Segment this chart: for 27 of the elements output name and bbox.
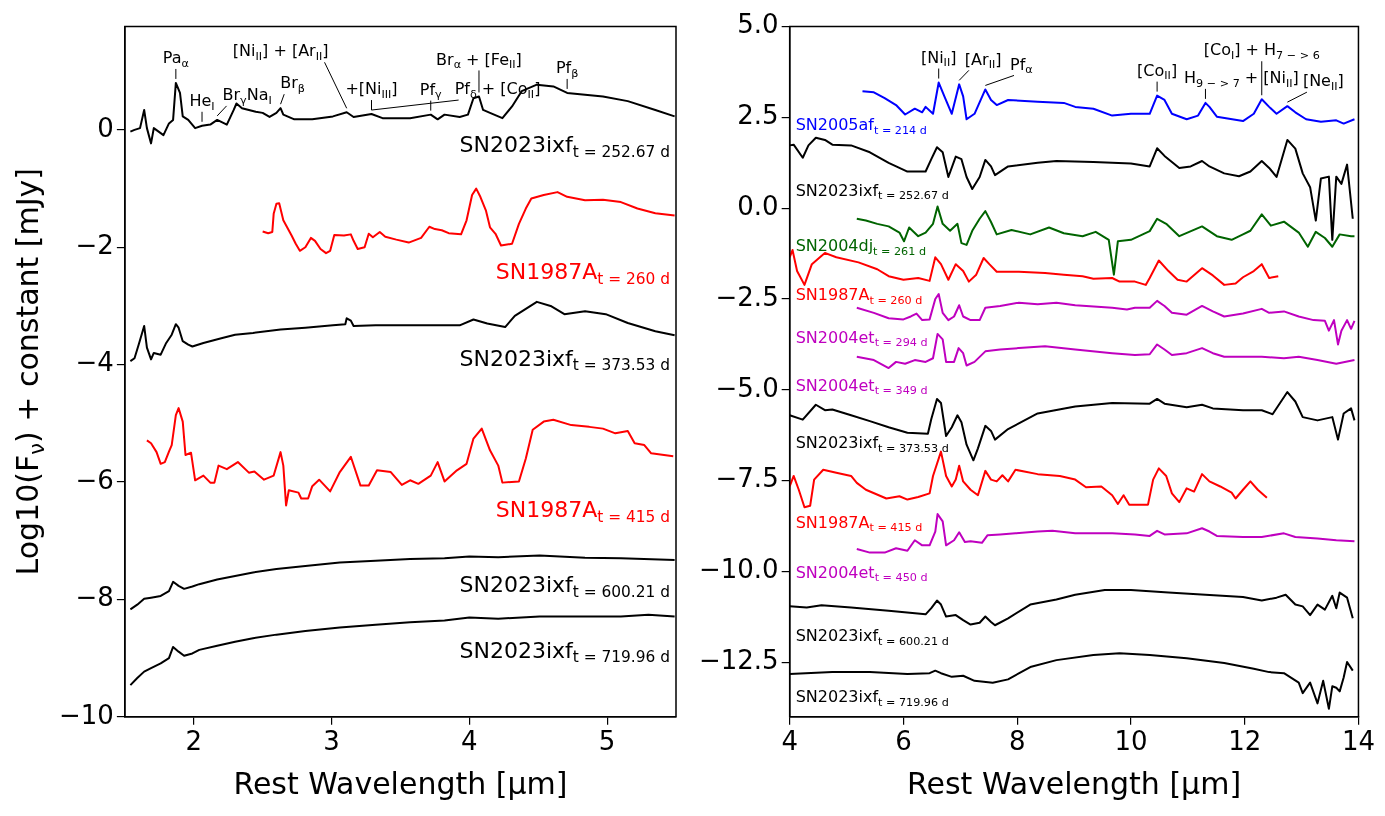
y-tick-label: −8 bbox=[75, 582, 114, 613]
x-tick-label: 3 bbox=[323, 726, 340, 757]
y-tick-label: −2.5 bbox=[715, 281, 779, 312]
x-axis-title: Rest Wavelength [μm] bbox=[233, 765, 568, 801]
x-axis-title: Rest Wavelength [μm] bbox=[907, 765, 1242, 801]
y-tick-label: −4 bbox=[75, 347, 114, 378]
y-tick-label: −12.5 bbox=[698, 645, 779, 676]
x-tick-label: 10 bbox=[1114, 726, 1148, 757]
x-tick-label: 8 bbox=[1008, 726, 1026, 757]
x-tick-label: 4 bbox=[781, 726, 798, 757]
x-tick-label: 14 bbox=[1341, 726, 1375, 757]
y-tick-label: −10 bbox=[58, 699, 114, 730]
y-tick-label: 0.0 bbox=[737, 190, 779, 221]
y-tick-label: 0 bbox=[97, 112, 114, 143]
y-tick-label: −2 bbox=[75, 230, 114, 261]
y-tick-label: −5.0 bbox=[715, 372, 779, 403]
y-tick-label: −7.5 bbox=[715, 463, 779, 494]
y-axis-title: Log10(Fν) + constant [mJy] bbox=[9, 167, 50, 576]
x-tick-label: 6 bbox=[895, 726, 912, 757]
x-tick-label: 5 bbox=[598, 726, 616, 757]
y-tick-label: −10.0 bbox=[698, 554, 779, 585]
x-tick-label: 2 bbox=[185, 726, 203, 757]
y-tick-label: 2.5 bbox=[737, 100, 779, 131]
y-tick-label: −6 bbox=[75, 464, 114, 495]
y-tick-label: 5.0 bbox=[737, 9, 779, 40]
x-tick-label: 12 bbox=[1228, 726, 1262, 757]
x-tick-label: 4 bbox=[461, 726, 478, 757]
